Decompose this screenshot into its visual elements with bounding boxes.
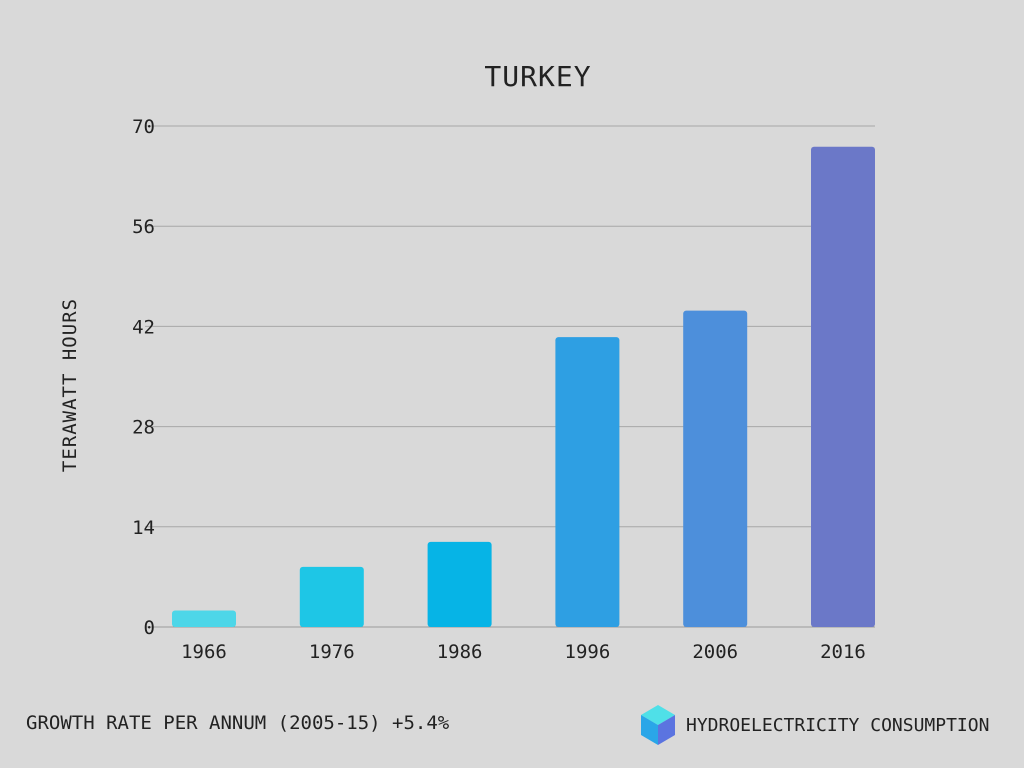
legend-label: HYDROELECTRICITY CONSUMPTION	[686, 714, 990, 736]
x-tick-label: 1986	[437, 641, 483, 663]
x-tick-label: 2006	[692, 641, 738, 663]
bar-1986	[427, 541, 492, 627]
x-axis-ticks: 1966 1976 1986 1996 2006 2016	[181, 641, 866, 663]
bar-1996	[555, 337, 620, 627]
y-tick-label: 14	[132, 517, 155, 539]
bar-1966	[172, 610, 236, 627]
growth-rate-text: GROWTH RATE PER ANNUM (2005-15) +5.4%	[26, 712, 450, 734]
y-tick-label: 0	[144, 617, 155, 639]
cube-icon	[641, 705, 675, 745]
legend: HYDROELECTRICITY CONSUMPTION	[640, 704, 989, 746]
y-tick-label: 56	[132, 216, 155, 238]
x-tick-label: 1996	[565, 641, 611, 663]
y-axis-label: TERAWATT HOURS	[59, 298, 81, 472]
y-axis-ticks: 0 14 28 42 56 70	[132, 116, 155, 639]
y-tick-label: 70	[132, 116, 155, 138]
x-tick-label: 1966	[181, 641, 227, 663]
gridlines	[145, 125, 875, 628]
x-tick-label: 2016	[820, 641, 866, 663]
x-tick-label: 1976	[309, 641, 355, 663]
bar-2006	[683, 310, 748, 627]
bar-1976	[299, 566, 364, 627]
chart-title: TURKEY	[484, 60, 591, 93]
bar-2016	[811, 146, 875, 627]
y-tick-label: 28	[132, 417, 155, 439]
y-tick-label: 42	[132, 316, 155, 338]
bars	[172, 146, 875, 627]
